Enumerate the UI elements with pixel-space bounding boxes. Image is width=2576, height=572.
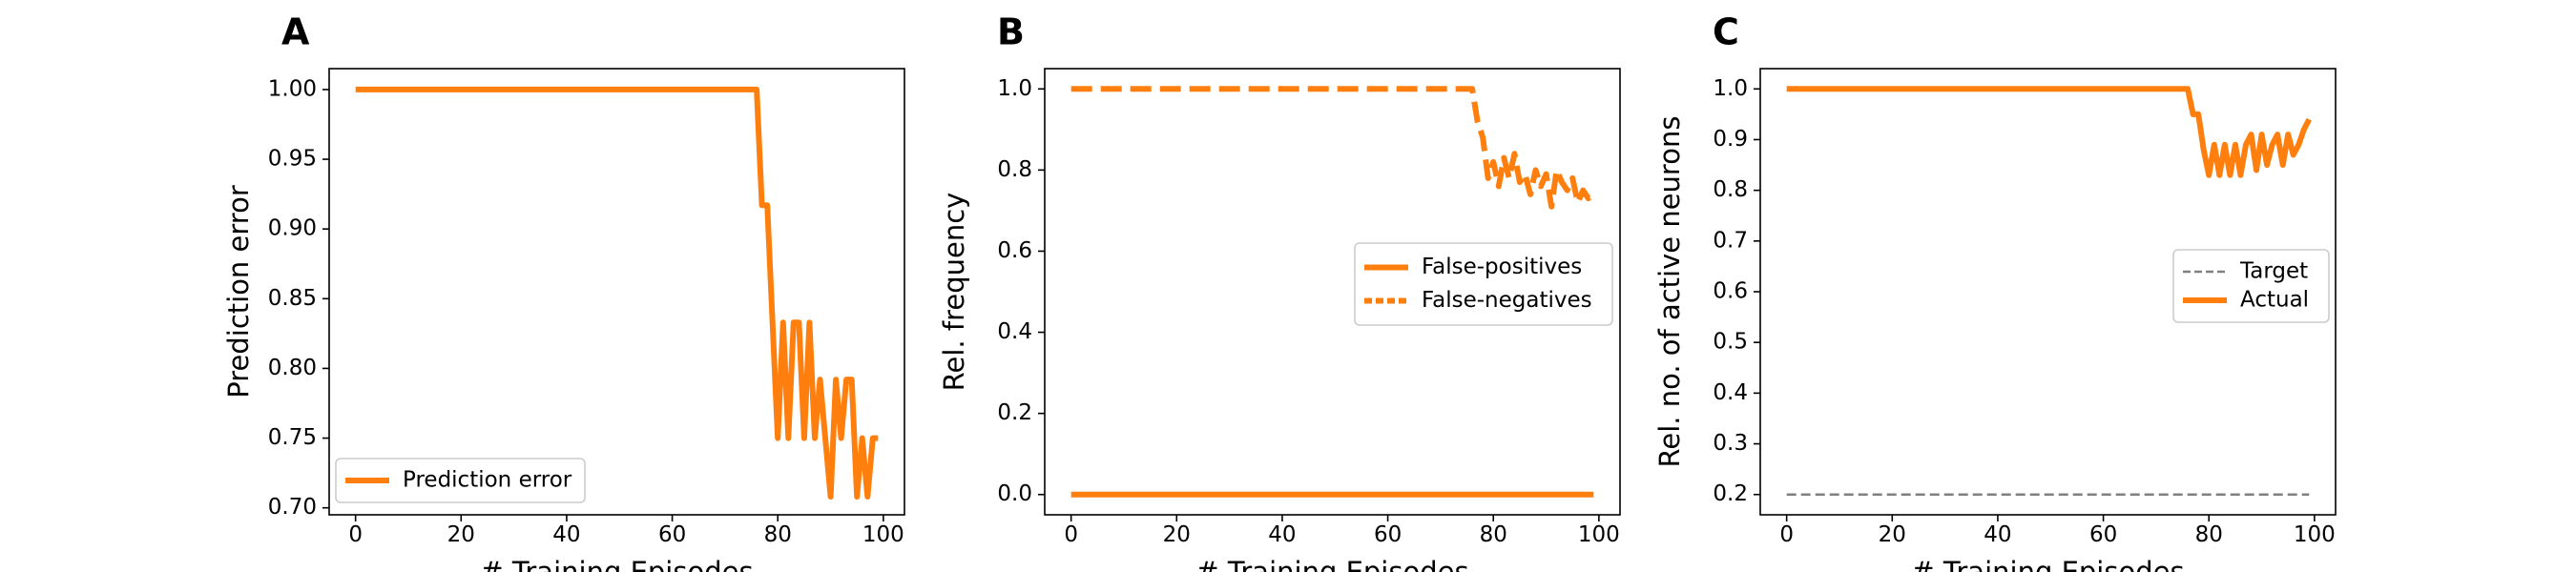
y-tick-label: 0.9 bbox=[1713, 127, 1748, 152]
y-tick-label: 0.7 bbox=[1713, 228, 1748, 253]
y-tick-label: 0.6 bbox=[997, 238, 1032, 263]
chart-panel-b: B 0 20 40 60 80 100 0.0 0.2 0.4 0.6 0.8 1.0 # Trainin… bbox=[938, 11, 1621, 572]
x-tick-label: 0 bbox=[348, 522, 363, 547]
legend: False-positives False-negatives bbox=[1354, 242, 1613, 326]
y-tick-label: 0.80 bbox=[268, 356, 317, 380]
legend-label: False-negatives bbox=[1422, 288, 1592, 313]
y-tick-label: 0.5 bbox=[1713, 330, 1748, 355]
y-tick-label: 0.95 bbox=[268, 147, 317, 172]
y-tick-label: 0.0 bbox=[997, 481, 1032, 506]
chart-panel-a: A 0 20 40 60 80 100 0.70 0.75 0.80 0.85 0.90 0.95 1.0… bbox=[222, 11, 905, 572]
legend-box bbox=[1354, 242, 1613, 326]
legend-label: Target bbox=[2239, 259, 2308, 284]
axes-frame bbox=[1044, 68, 1621, 516]
series-line-false-negatives bbox=[1070, 86, 1596, 210]
y-tick-label: 0.90 bbox=[268, 216, 317, 241]
x-tick-label: 60 bbox=[2089, 522, 2117, 547]
y-tick-label: 0.2 bbox=[997, 400, 1032, 425]
x-tick-label: 40 bbox=[1984, 522, 2011, 547]
y-tick-label: 0.70 bbox=[268, 495, 317, 520]
axes-frame bbox=[328, 68, 905, 516]
x-tick-label: 0 bbox=[1064, 522, 1078, 547]
series-line-actual bbox=[1786, 86, 2312, 178]
legend-box bbox=[335, 458, 586, 503]
x-tick-label: 20 bbox=[447, 522, 475, 547]
x-tick-label: 20 bbox=[1163, 522, 1191, 547]
legend-box bbox=[2172, 249, 2330, 323]
x-tick-label: 100 bbox=[1578, 522, 1620, 547]
legend: Target Actual bbox=[2172, 249, 2330, 323]
x-tick-label: 80 bbox=[2195, 522, 2223, 547]
x-tick-label: 0 bbox=[1779, 522, 1794, 547]
y-axis-label: Prediction error bbox=[222, 185, 255, 398]
x-tick-label: 40 bbox=[1268, 522, 1296, 547]
y-tick-label: 0.4 bbox=[997, 319, 1032, 344]
y-tick-label: 0.8 bbox=[1713, 177, 1748, 202]
x-tick-label: 20 bbox=[1879, 522, 1906, 547]
x-tick-label: 100 bbox=[862, 522, 904, 547]
y-tick-label: 0.85 bbox=[268, 286, 317, 311]
y-tick-label: 1.0 bbox=[997, 76, 1032, 101]
y-tick-label: 0.3 bbox=[1713, 431, 1748, 456]
x-tick-label: 100 bbox=[2294, 522, 2336, 547]
series-line-prediction-error bbox=[355, 86, 879, 500]
x-axis-label: # Training Episodes bbox=[1195, 556, 1468, 572]
y-tick-label: 0.8 bbox=[997, 157, 1032, 182]
y-axis-label: Rel. no. of active neurons bbox=[1653, 116, 1686, 468]
legend-label: Prediction error bbox=[403, 468, 572, 493]
x-axis-label: # Training Episodes bbox=[1911, 556, 2184, 572]
x-tick-label: 60 bbox=[658, 522, 686, 547]
legend-label: False-positives bbox=[1422, 255, 1582, 279]
x-tick-label: 80 bbox=[1480, 522, 1507, 547]
x-axis-label: # Training Episodes bbox=[480, 556, 753, 572]
x-tick-label: 40 bbox=[552, 522, 580, 547]
y-tick-label: 1.0 bbox=[1713, 76, 1748, 101]
y-axis-label: Rel. frequency bbox=[938, 193, 970, 392]
y-tick-label: 0.2 bbox=[1713, 481, 1748, 506]
panel-letter: B bbox=[997, 11, 1025, 53]
panel-letter: A bbox=[281, 11, 310, 53]
y-tick-label: 0.75 bbox=[268, 425, 317, 450]
x-tick-label: 60 bbox=[1374, 522, 1402, 547]
legend-label: Actual bbox=[2240, 288, 2309, 313]
x-tick-label: 80 bbox=[764, 522, 792, 547]
legend: Prediction error bbox=[335, 458, 586, 503]
y-tick-label: 0.4 bbox=[1713, 380, 1748, 405]
panel-letter: C bbox=[1713, 11, 1739, 53]
chart-panel-c: C 0 20 40 60 80 100 0.2 0.3 0.4 0.5 0.6 0.7 0.8 0.9 1.0… bbox=[1653, 11, 2337, 572]
y-tick-label: 0.6 bbox=[1713, 279, 1748, 304]
y-tick-label: 1.00 bbox=[268, 76, 317, 101]
